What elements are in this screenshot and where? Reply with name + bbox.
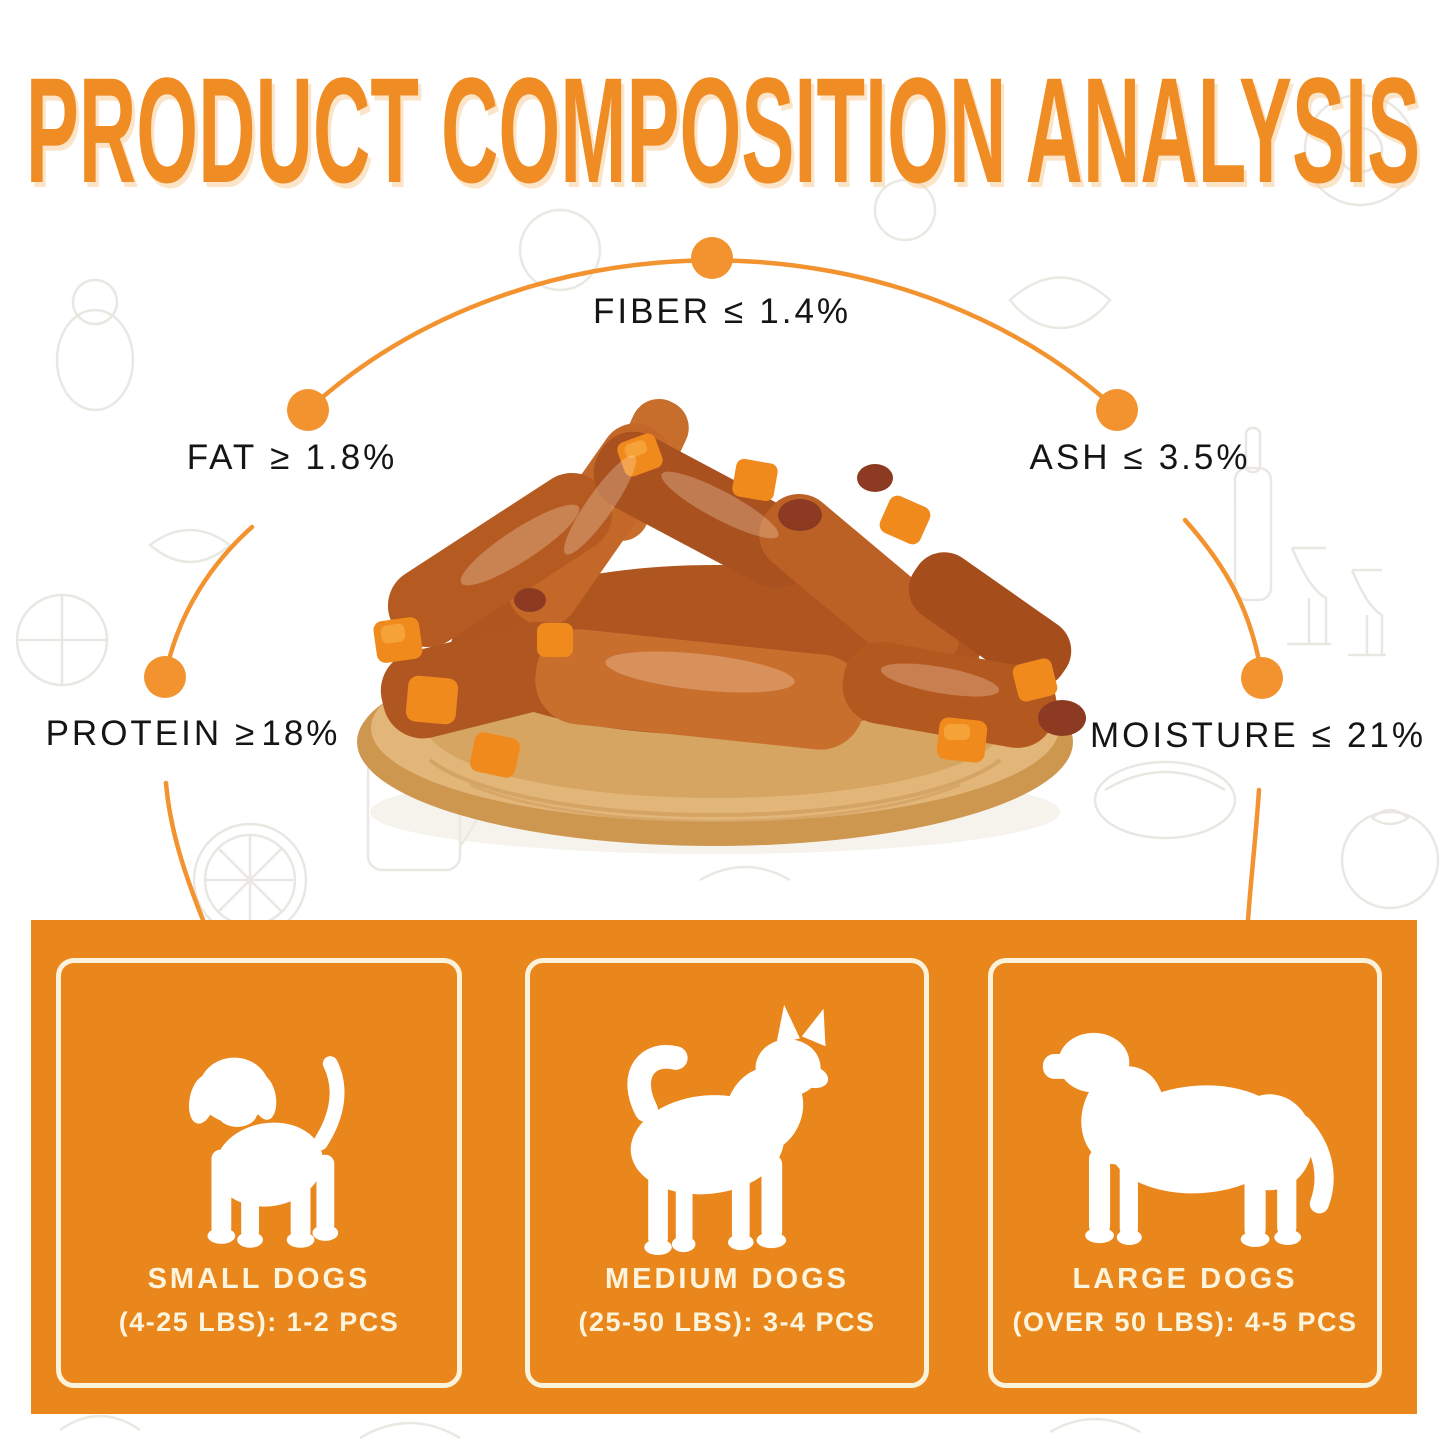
- treat-pile: [373, 398, 1086, 778]
- moisture-operator: ≤: [1311, 716, 1334, 755]
- ring-arc-moisture-panel: [1245, 787, 1262, 923]
- moisture-dot: [1241, 657, 1283, 699]
- dog-treats-plate-illustration: [357, 398, 1086, 854]
- large-dogs-serving: (OVER 50 LBS): 4-5 PCS: [1012, 1307, 1358, 1337]
- fat-dot: [287, 389, 329, 431]
- ring-arc-ash-moisture: [1182, 517, 1265, 681]
- protein-name: PROTEIN: [45, 714, 223, 753]
- page-title: PRODUCT COMPOSITION ANALYSIS: [25, 46, 1420, 214]
- ash-dot: [1096, 389, 1138, 431]
- fiber-dot: [691, 237, 733, 279]
- ash-name: ASH: [1029, 438, 1111, 477]
- ash-value: 3.5%: [1158, 438, 1251, 477]
- medium-dogs-serving: (25-50 LBS): 3-4 PCS: [578, 1307, 876, 1337]
- large-dog-icon: [1042, 1032, 1334, 1247]
- serving-card-medium-dogs: MEDIUM DOGS (25-50 LBS): 3-4 PCS: [525, 958, 929, 1388]
- composition-dots: [144, 237, 1283, 699]
- fiber-value: 1.4%: [759, 292, 852, 331]
- fat-value: 1.8%: [305, 438, 398, 477]
- serving-guide-panel: SMALL DOGS (4-25 LBS): 1-2 PCS: [31, 920, 1417, 1414]
- medium-dog-icon: [627, 1004, 829, 1256]
- protein-operator: ≥: [235, 714, 258, 753]
- composition-label-ash: ASH ≤3.5%: [1030, 438, 1251, 478]
- ash-operator: ≤: [1123, 438, 1146, 477]
- ring-arc-top: [305, 258, 1120, 413]
- serving-card-large-dogs: LARGE DOGS (OVER 50 LBS): 4-5 PCS: [988, 958, 1382, 1388]
- composition-label-fat: FAT ≥1.8%: [187, 438, 398, 478]
- moisture-value: 21%: [1346, 716, 1427, 755]
- small-dogs-title: SMALL DOGS: [147, 1263, 371, 1295]
- ring-arc-protein-panel: [163, 780, 206, 923]
- medium-dogs-title: MEDIUM DOGS: [604, 1263, 850, 1295]
- ring-arc-fat-protein: [162, 524, 255, 680]
- fat-name: FAT: [186, 438, 258, 477]
- composition-label-moisture: MOISTURE ≤21%: [1090, 716, 1426, 756]
- serving-card-small-dogs: SMALL DOGS (4-25 LBS): 1-2 PCS: [56, 958, 462, 1388]
- composition-ring: [162, 258, 1265, 923]
- moisture-name: MOISTURE: [1089, 716, 1299, 755]
- composition-label-fiber: FIBER ≤1.4%: [593, 292, 851, 332]
- composition-label-protein: PROTEIN ≥18%: [46, 714, 341, 754]
- small-dogs-serving: (4-25 LBS): 1-2 PCS: [118, 1307, 400, 1337]
- large-dogs-title: LARGE DOGS: [1072, 1263, 1298, 1295]
- fat-operator: ≥: [270, 438, 293, 477]
- small-dog-icon: [188, 1056, 345, 1248]
- fiber-operator: ≤: [724, 292, 747, 331]
- protein-dot: [144, 656, 186, 698]
- fiber-name: FIBER: [592, 292, 712, 331]
- protein-value: 18%: [261, 714, 341, 753]
